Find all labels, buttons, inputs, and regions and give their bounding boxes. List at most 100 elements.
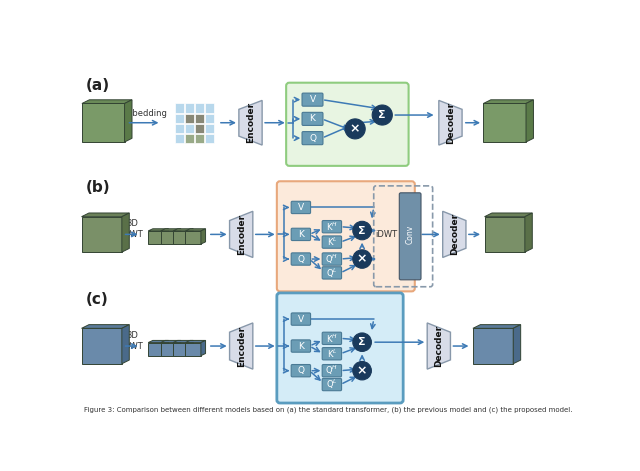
Polygon shape [176, 229, 180, 244]
Polygon shape [81, 328, 122, 364]
FancyBboxPatch shape [302, 113, 323, 125]
Text: Decoder: Decoder [435, 325, 444, 367]
Bar [175, 123, 184, 133]
Text: K: K [298, 230, 304, 239]
FancyBboxPatch shape [322, 332, 342, 344]
Polygon shape [186, 342, 201, 356]
Bar [205, 104, 214, 113]
Polygon shape [161, 229, 180, 231]
Polygon shape [473, 325, 521, 328]
Text: Q: Q [298, 366, 305, 375]
Polygon shape [176, 341, 180, 356]
Polygon shape [148, 229, 168, 231]
Polygon shape [82, 104, 125, 142]
Polygon shape [148, 231, 164, 244]
Bar [175, 104, 184, 113]
Text: Encoder: Encoder [237, 325, 246, 366]
FancyBboxPatch shape [277, 293, 403, 403]
Bar [195, 123, 204, 133]
Text: Figure 3: Comparison between different models based on (a) the standard transfor: Figure 3: Comparison between different m… [84, 406, 572, 413]
Text: ×: × [357, 364, 367, 377]
Text: Q: Q [298, 254, 305, 264]
Polygon shape [428, 323, 451, 369]
FancyBboxPatch shape [291, 228, 310, 241]
FancyBboxPatch shape [291, 253, 310, 265]
Text: Q$^L$: Q$^L$ [326, 378, 338, 391]
Polygon shape [173, 341, 193, 342]
FancyBboxPatch shape [291, 201, 310, 214]
Polygon shape [122, 213, 129, 252]
Text: (b): (b) [86, 180, 111, 195]
Text: Σ: Σ [358, 337, 366, 347]
Polygon shape [81, 217, 122, 252]
Text: V: V [298, 315, 304, 324]
FancyBboxPatch shape [286, 83, 408, 166]
FancyBboxPatch shape [322, 378, 342, 391]
Bar [205, 133, 214, 143]
Text: 3D
DWT: 3D DWT [123, 219, 143, 239]
FancyBboxPatch shape [302, 93, 323, 106]
FancyBboxPatch shape [399, 193, 421, 280]
Circle shape [345, 119, 365, 139]
Circle shape [353, 361, 371, 380]
Text: K$^H$: K$^H$ [326, 220, 338, 233]
Bar [184, 104, 194, 113]
Polygon shape [443, 211, 466, 258]
Text: Q: Q [309, 134, 316, 143]
Text: V: V [309, 95, 316, 104]
Text: K$^L$: K$^L$ [326, 236, 337, 248]
Bar [195, 133, 204, 143]
Circle shape [353, 221, 371, 240]
Text: Σ: Σ [358, 226, 366, 236]
Polygon shape [484, 217, 525, 252]
Text: ×: × [350, 122, 360, 135]
FancyBboxPatch shape [322, 365, 342, 377]
Polygon shape [239, 100, 262, 145]
Text: Embedding: Embedding [120, 109, 168, 118]
Text: Q$^H$: Q$^H$ [325, 252, 339, 266]
Polygon shape [122, 325, 129, 364]
Polygon shape [173, 229, 193, 231]
Text: Encoder: Encoder [246, 102, 255, 143]
Polygon shape [483, 100, 534, 104]
Circle shape [353, 250, 371, 268]
Text: Encoder: Encoder [237, 214, 246, 255]
Polygon shape [201, 341, 205, 356]
Polygon shape [148, 342, 164, 356]
Polygon shape [230, 323, 253, 369]
Polygon shape [81, 325, 129, 328]
Polygon shape [161, 342, 176, 356]
Text: Decoder: Decoder [450, 213, 459, 255]
FancyBboxPatch shape [302, 131, 323, 145]
Polygon shape [161, 231, 176, 244]
FancyBboxPatch shape [322, 348, 342, 360]
Polygon shape [164, 229, 168, 244]
Text: Q$^L$: Q$^L$ [326, 266, 338, 280]
Polygon shape [186, 341, 205, 342]
Bar [175, 114, 184, 123]
Text: 3D
DWT: 3D DWT [123, 331, 143, 351]
Polygon shape [439, 100, 462, 145]
Polygon shape [161, 341, 180, 342]
Circle shape [353, 333, 371, 351]
Polygon shape [483, 104, 526, 142]
FancyBboxPatch shape [291, 313, 310, 325]
Text: iDWT: iDWT [375, 230, 397, 239]
Bar [195, 104, 204, 113]
Polygon shape [125, 100, 132, 142]
Bar [184, 133, 194, 143]
FancyBboxPatch shape [291, 365, 310, 377]
Text: Conv: Conv [406, 225, 415, 244]
Polygon shape [173, 342, 189, 356]
Text: K: K [298, 341, 304, 350]
FancyBboxPatch shape [322, 267, 342, 279]
Circle shape [372, 105, 392, 125]
Bar [205, 114, 214, 123]
Text: K$^H$: K$^H$ [326, 332, 338, 345]
Bar [195, 114, 204, 123]
Polygon shape [230, 211, 253, 258]
Polygon shape [81, 213, 129, 217]
Polygon shape [526, 100, 534, 142]
Text: Q$^H$: Q$^H$ [325, 364, 339, 377]
Text: V: V [298, 203, 304, 212]
